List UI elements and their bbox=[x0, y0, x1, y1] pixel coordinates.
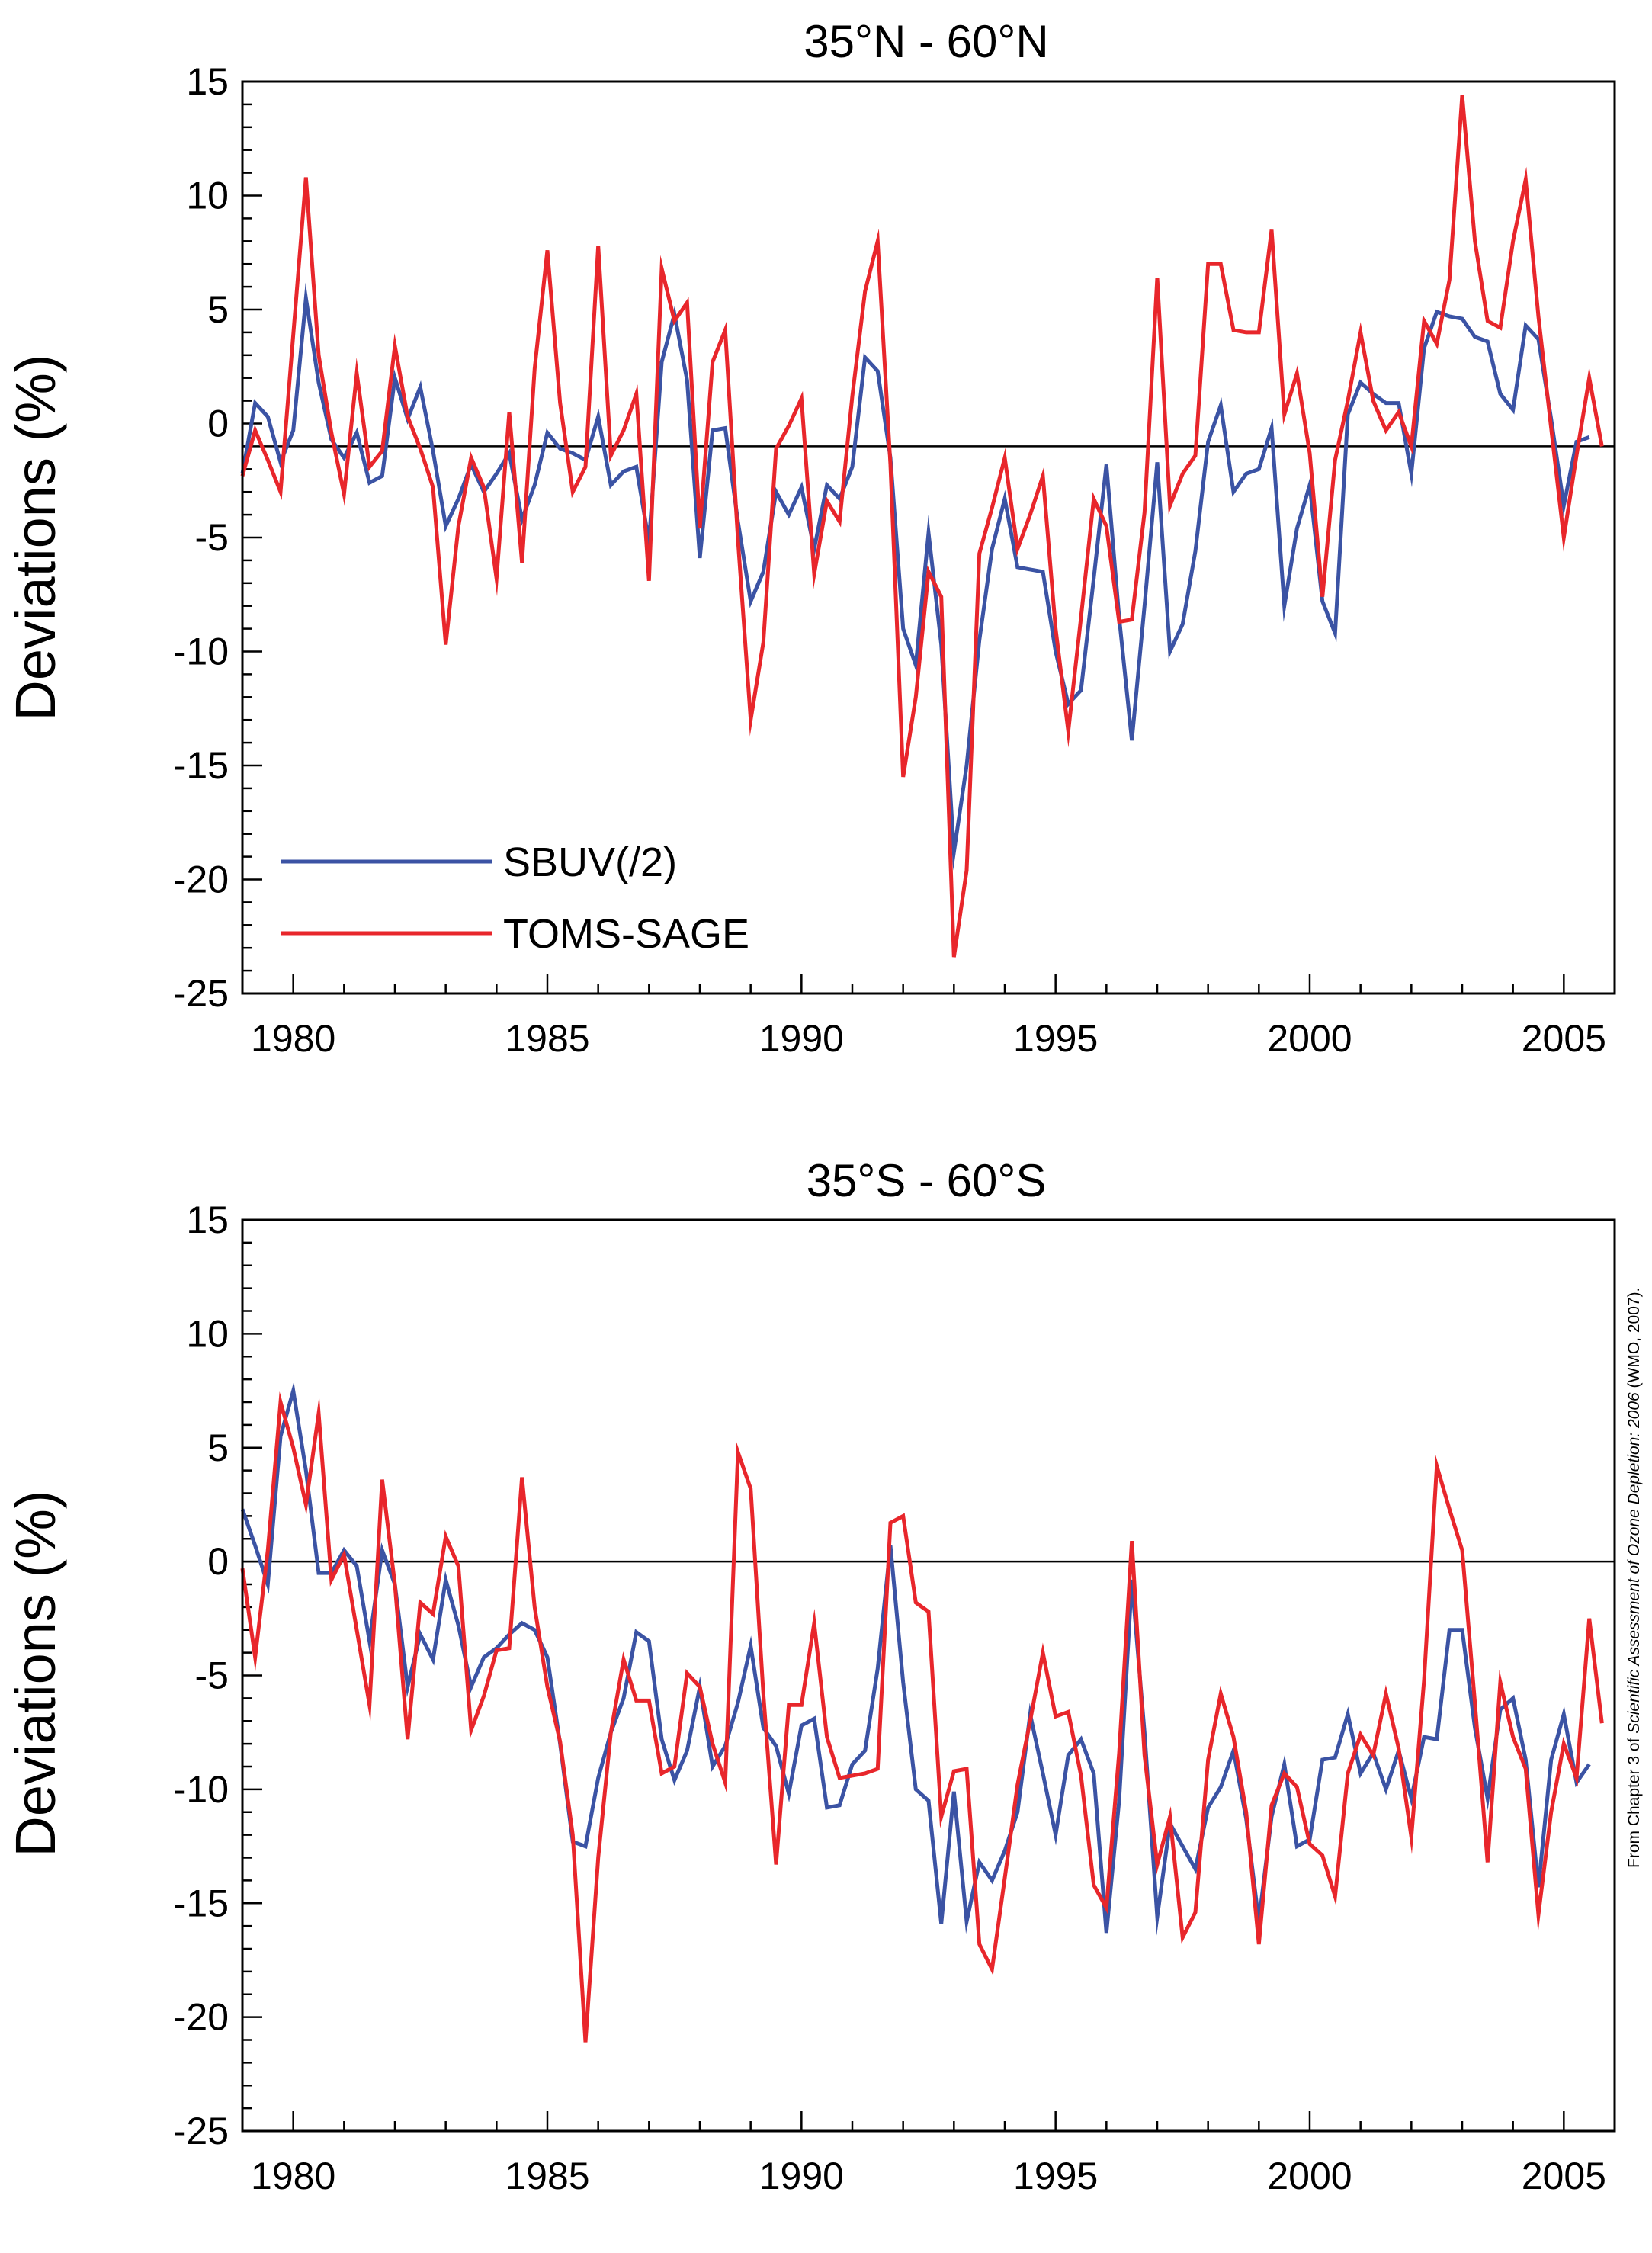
panel-title: 35°S - 60°S bbox=[807, 1155, 1047, 1206]
y-tick-label: 10 bbox=[186, 1312, 229, 1355]
panel-northern: 35°N - 60°N Deviations (%) -25-20-15-10-… bbox=[4, 16, 1616, 1060]
y-tick-label: -25 bbox=[174, 972, 229, 1015]
x-tick-label: 1980 bbox=[251, 2155, 335, 2197]
y-tick-label: -5 bbox=[195, 516, 229, 559]
panel-southern: 35°S - 60°S Deviations (%) -25-20-15-10-… bbox=[4, 1155, 1616, 2197]
y-tick-label: -20 bbox=[174, 859, 229, 901]
credit-prefix: From Chapter 3 of bbox=[1625, 1734, 1643, 1868]
panel-title: 35°N - 60°N bbox=[804, 16, 1048, 67]
series-layer bbox=[240, 1382, 1604, 2043]
x-tick-label: 1990 bbox=[759, 1017, 844, 1060]
plot-frame bbox=[241, 80, 1616, 995]
y-tick-label: -15 bbox=[174, 744, 229, 787]
source-credit: From Chapter 3 of Scientific Assessment … bbox=[1625, 1288, 1643, 1868]
y-tick-label: 15 bbox=[186, 60, 229, 103]
y-tick-label: 0 bbox=[207, 1540, 229, 1583]
x-tick-label: 1980 bbox=[251, 1017, 335, 1060]
legend-label-sbuv: SBUV(/2) bbox=[503, 839, 677, 885]
y-tick-label: -10 bbox=[174, 1768, 229, 1811]
x-tick-label: 2005 bbox=[1522, 2155, 1606, 2197]
x-tick-label: 1995 bbox=[1013, 2155, 1098, 2197]
y-axis-label: Deviations (%) bbox=[4, 1490, 67, 1857]
y-tick-label: 15 bbox=[186, 1199, 229, 1241]
x-tick-labels: 1980 1985 1990 1995 2000 2005 bbox=[251, 2155, 1606, 2197]
y-tick-label: -10 bbox=[174, 631, 229, 673]
y-axis-label: Deviations (%) bbox=[4, 354, 67, 721]
axis-ticks bbox=[241, 80, 1616, 995]
y-tick-label: 5 bbox=[207, 1427, 229, 1469]
legend-label-toms-sage: TOMS-SAGE bbox=[503, 911, 749, 957]
y-tick-label: -25 bbox=[174, 2110, 229, 2152]
y-tick-label: -15 bbox=[174, 1882, 229, 1924]
x-tick-label: 1985 bbox=[505, 1017, 589, 1060]
y-tick-labels: -25 -20 -15 -10 -5 0 5 10 15 bbox=[174, 1199, 229, 2152]
x-tick-label: 2000 bbox=[1267, 2155, 1352, 2197]
x-tick-label: 1985 bbox=[505, 2155, 589, 2197]
y-tick-label: -5 bbox=[195, 1654, 229, 1697]
x-tick-labels: 1980 1985 1990 1995 2000 2005 bbox=[251, 1017, 1606, 1060]
y-tick-labels: -25 -20 -15 -10 -5 0 5 10 15 bbox=[174, 60, 229, 1015]
legend: SBUV(/2) TOMS-SAGE bbox=[281, 839, 749, 957]
y-tick-label: -20 bbox=[174, 1996, 229, 2039]
x-tick-label: 2005 bbox=[1522, 1017, 1606, 1060]
plot-frame bbox=[241, 1218, 1616, 2133]
y-tick-label: 0 bbox=[207, 403, 229, 445]
x-tick-label: 2000 bbox=[1267, 1017, 1352, 1060]
series-line-toms-sage bbox=[240, 1391, 1604, 2043]
series-line-toms-sage bbox=[240, 95, 1604, 958]
axis-ticks bbox=[241, 1218, 1616, 2133]
credit-suffix: (WMO, 2007). bbox=[1625, 1288, 1643, 1393]
x-tick-label: 1990 bbox=[759, 2155, 844, 2197]
series-layer bbox=[240, 95, 1604, 958]
credit-title: Scientific Assessment of Ozone Depletion… bbox=[1625, 1392, 1643, 1734]
y-tick-label: 10 bbox=[186, 175, 229, 217]
x-tick-label: 1995 bbox=[1013, 1017, 1098, 1060]
series-line-sbuv-2 bbox=[240, 1382, 1591, 1937]
series-line-sbuv-2 bbox=[240, 282, 1590, 871]
y-tick-label: 5 bbox=[207, 288, 229, 331]
